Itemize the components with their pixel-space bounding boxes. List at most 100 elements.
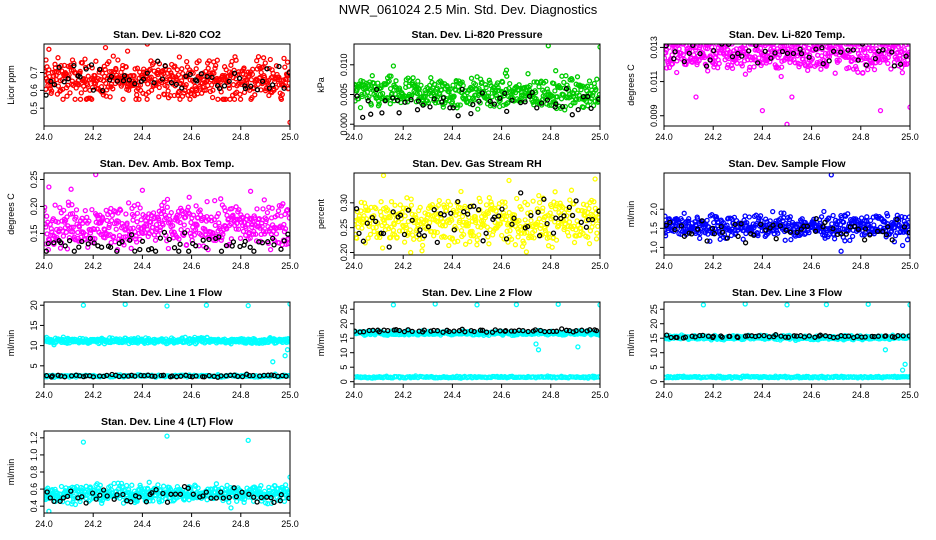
data-point bbox=[92, 80, 99, 87]
data-point bbox=[237, 243, 243, 250]
data-point bbox=[415, 98, 422, 104]
data-point bbox=[177, 219, 183, 226]
data-point bbox=[104, 372, 110, 379]
data-point bbox=[697, 44, 703, 47]
data-point bbox=[867, 232, 873, 238]
data-point bbox=[217, 79, 223, 85]
data-point-outlier bbox=[139, 187, 146, 193]
data-point bbox=[495, 84, 501, 91]
data-point bbox=[764, 44, 770, 47]
data-point bbox=[860, 70, 866, 76]
data-point bbox=[470, 101, 476, 108]
data-point bbox=[567, 374, 573, 380]
x-tick-label: 24.2 bbox=[394, 132, 412, 142]
data-point-outlier bbox=[784, 121, 790, 126]
data-point bbox=[762, 48, 768, 54]
data-point bbox=[457, 102, 463, 108]
data-point bbox=[48, 78, 54, 85]
data-point bbox=[114, 248, 120, 254]
data-point bbox=[218, 373, 224, 379]
data-point-outlier bbox=[270, 359, 276, 365]
data-point bbox=[233, 204, 239, 210]
data-point bbox=[593, 86, 599, 93]
data-point bbox=[231, 70, 238, 76]
data-point bbox=[231, 67, 237, 73]
data-point bbox=[49, 88, 55, 94]
data-point bbox=[536, 216, 542, 222]
data-point bbox=[591, 199, 597, 205]
data-point bbox=[586, 240, 593, 247]
plot-frame bbox=[353, 301, 601, 385]
data-point bbox=[134, 65, 141, 71]
data-point bbox=[779, 48, 786, 55]
data-point bbox=[681, 233, 688, 239]
data-point bbox=[255, 81, 261, 88]
data-point bbox=[499, 79, 506, 85]
data-point bbox=[845, 47, 851, 53]
data-point bbox=[177, 96, 183, 102]
data-point bbox=[169, 373, 175, 379]
data-point bbox=[82, 86, 88, 93]
data-point bbox=[105, 84, 111, 90]
data-point bbox=[386, 213, 392, 220]
data-point bbox=[474, 237, 480, 243]
data-point bbox=[813, 46, 819, 52]
x-tick-label: 24.4 bbox=[134, 261, 152, 271]
data-point bbox=[418, 82, 424, 88]
data-point bbox=[699, 218, 705, 224]
data-point bbox=[434, 328, 441, 334]
data-point bbox=[172, 63, 178, 69]
data-point bbox=[56, 64, 62, 70]
data-point bbox=[356, 230, 362, 237]
data-point bbox=[233, 57, 239, 63]
data-point bbox=[569, 77, 575, 83]
data-point bbox=[249, 224, 255, 231]
x-tick-label: 25.0 bbox=[901, 132, 919, 142]
data-point bbox=[529, 89, 535, 96]
data-point bbox=[439, 80, 445, 86]
x-tick-label: 24.6 bbox=[493, 132, 511, 142]
data-point bbox=[694, 216, 701, 222]
data-point bbox=[523, 249, 530, 255]
data-point bbox=[504, 108, 510, 115]
data-point bbox=[409, 232, 416, 238]
data-point bbox=[69, 202, 75, 208]
data-point bbox=[144, 70, 150, 76]
data-point bbox=[835, 49, 841, 55]
data-point bbox=[889, 49, 895, 55]
data-point bbox=[757, 213, 764, 219]
data-point bbox=[596, 374, 600, 380]
data-point bbox=[144, 96, 150, 102]
data-point bbox=[110, 53, 116, 59]
data-point bbox=[427, 104, 433, 110]
data-point bbox=[530, 374, 536, 380]
data-point bbox=[267, 56, 273, 63]
data-point bbox=[852, 63, 859, 70]
series-all bbox=[354, 173, 600, 255]
data-point bbox=[846, 65, 852, 71]
data-point bbox=[133, 233, 139, 239]
data-point bbox=[149, 373, 155, 379]
data-point bbox=[557, 200, 563, 206]
series-all bbox=[354, 44, 600, 113]
data-point bbox=[49, 373, 55, 379]
data-point bbox=[595, 223, 600, 230]
data-point bbox=[475, 223, 481, 230]
data-point bbox=[452, 239, 458, 245]
data-point bbox=[483, 230, 489, 236]
x-tick-label: 24.8 bbox=[232, 132, 250, 142]
chart-temp: Stan. Dev. Li-820 Temp.degrees C24.0 24.2… bbox=[626, 29, 919, 142]
data-point bbox=[554, 94, 560, 100]
data-point bbox=[778, 210, 784, 216]
data-point bbox=[176, 248, 182, 254]
data-point bbox=[72, 96, 78, 102]
data-point bbox=[286, 80, 290, 86]
data-point bbox=[477, 198, 483, 205]
plot-frame bbox=[43, 301, 291, 385]
data-point bbox=[560, 92, 567, 98]
data-point bbox=[496, 87, 502, 94]
data-point bbox=[871, 66, 878, 73]
data-point bbox=[864, 214, 870, 220]
data-point bbox=[473, 217, 479, 223]
